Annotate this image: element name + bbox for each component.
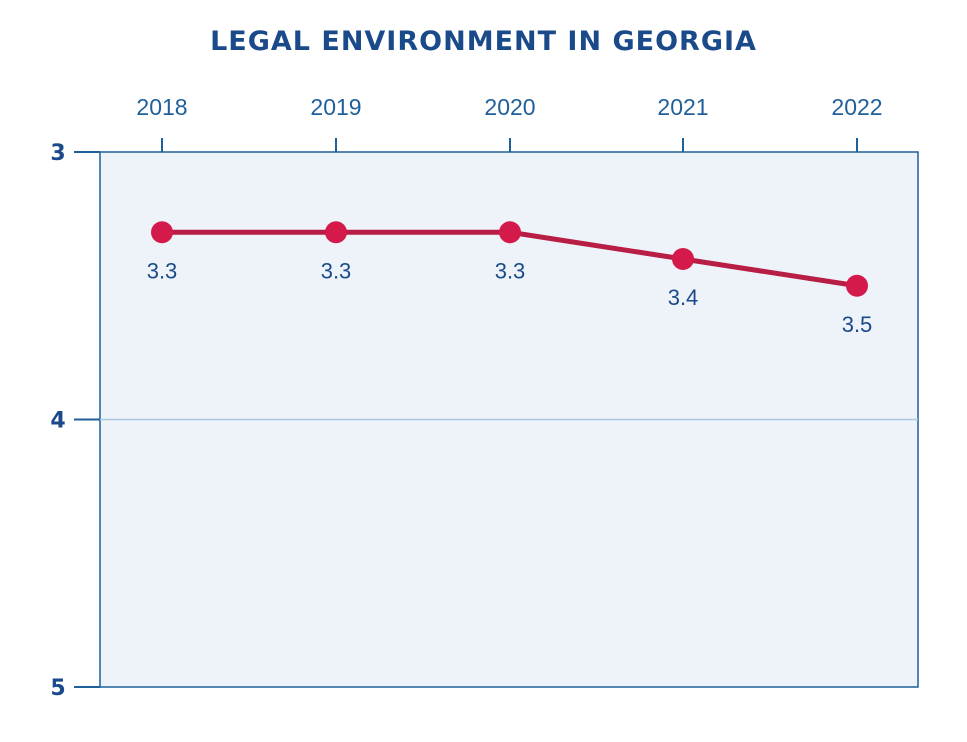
y-axis-ticks: 3 4 5 [50, 141, 100, 701]
series [151, 221, 868, 297]
data-label: 3.3 [321, 258, 352, 283]
data-point [325, 221, 347, 244]
x-axis-ticks: 2018 2019 2020 2021 2022 [136, 94, 883, 152]
data-point [672, 248, 694, 270]
x-tick-label: 2021 [657, 94, 708, 120]
data-point [846, 274, 868, 297]
data-point [151, 221, 173, 244]
x-tick-label: 2019 [310, 94, 361, 120]
data-label: 3.4 [668, 285, 699, 310]
x-tick-label: 2020 [484, 94, 535, 120]
data-labels: 3.3 3.3 3.3 3.4 3.5 [147, 258, 873, 337]
data-label: 3.3 [147, 258, 178, 283]
data-label: 3.3 [495, 258, 526, 283]
y-tick-label: 4 [50, 409, 65, 434]
y-tick-label: 5 [50, 676, 65, 701]
data-point [499, 221, 521, 244]
y-tick-label: 3 [50, 141, 65, 166]
x-tick-label: 2018 [136, 94, 187, 120]
x-tick-label: 2022 [831, 94, 882, 120]
data-label: 3.5 [842, 312, 873, 337]
chart-title: LEGAL ENVIRONMENT IN GEORGIA [210, 26, 757, 57]
